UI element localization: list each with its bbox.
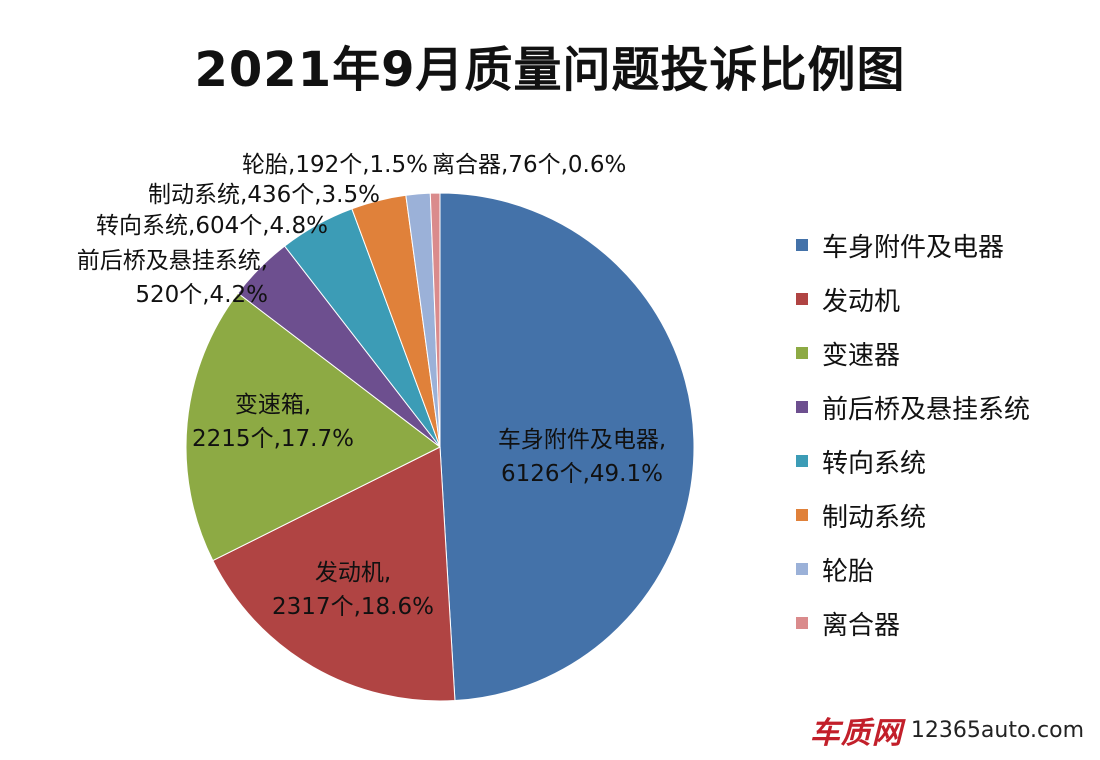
data-label-2: 发动机, 2317个,18.6%: [272, 560, 434, 620]
pie-slice-3: [185, 292, 441, 562]
legend-item-3: 变速器: [796, 326, 1096, 380]
legend-label-6: 制动系统: [822, 502, 927, 533]
legend-label-8: 离合器: [822, 610, 901, 641]
legend-item-4: 前后桥及悬挂系统: [796, 380, 1096, 434]
legend-label-2: 发动机: [822, 286, 901, 317]
legend-swatch-6: [796, 509, 808, 521]
legend-item-7: 轮胎: [796, 542, 1096, 596]
legend-item-6: 制动系统: [796, 488, 1096, 542]
data-label-8: 离合器,76个,0.6%: [432, 152, 626, 178]
watermark-url: 12365auto.com: [910, 717, 1084, 743]
data-label-7: 轮胎,192个,1.5%: [242, 152, 428, 178]
legend-swatch-8: [796, 617, 808, 629]
legend-label-4: 前后桥及悬挂系统: [822, 394, 1031, 425]
watermark-logo: 车质网: [809, 716, 903, 751]
legend-item-5: 转向系统: [796, 434, 1096, 488]
pie-slice-1: [439, 192, 695, 702]
pie-slice-2: [212, 446, 456, 702]
data-label-4: 前后桥及悬挂系统, 520个,4.2%: [77, 248, 268, 308]
chart-legend: 车身附件及电器 发动机变速器前后桥及悬挂系统 转向系统制动系统轮胎离合器: [796, 218, 1096, 650]
legend-label-3: 变速器: [822, 340, 901, 371]
legend-item-8: 离合器: [796, 596, 1096, 650]
watermark: 车质网 12365auto.com: [810, 708, 1084, 752]
data-label-3: 变速箱, 2215个,17.7%: [192, 392, 354, 452]
legend-label-1: 车身附件及电器: [822, 232, 1005, 263]
legend-swatch-2: [796, 293, 808, 305]
legend-label-7: 轮胎: [822, 556, 875, 587]
legend-swatch-1: [796, 239, 808, 251]
legend-item-1: 车身附件及电器: [796, 218, 1096, 272]
legend-swatch-7: [796, 563, 808, 575]
chart-title: 2021年9月质量问题投诉比例图: [194, 42, 906, 98]
legend-item-2: 发动机: [796, 272, 1096, 326]
data-label-1: 车身附件及电器, 6126个,49.1%: [498, 427, 666, 487]
data-label-6: 制动系统,436个,3.5%: [148, 182, 380, 208]
legend-swatch-5: [796, 455, 808, 467]
legend-swatch-4: [796, 401, 808, 413]
data-label-5: 转向系统,604个,4.8%: [96, 213, 328, 239]
legend-swatch-3: [796, 347, 808, 359]
legend-label-5: 转向系统: [822, 448, 927, 479]
pie-slice-8: [429, 192, 441, 448]
